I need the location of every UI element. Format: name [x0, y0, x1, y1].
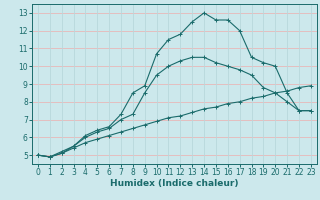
- X-axis label: Humidex (Indice chaleur): Humidex (Indice chaleur): [110, 179, 239, 188]
